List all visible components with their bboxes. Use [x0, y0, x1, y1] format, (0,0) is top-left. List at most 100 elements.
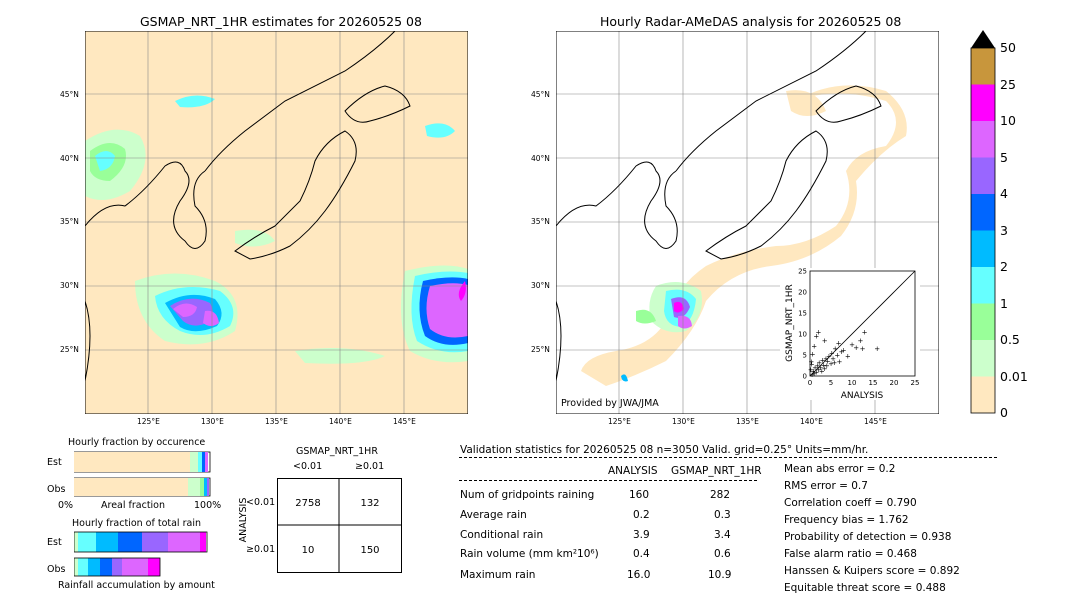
left-lon-tick: 130°E: [201, 417, 224, 426]
stat-analysis: 0.4: [633, 548, 650, 560]
total-est-segment: [142, 532, 168, 552]
scatter-point: +: [823, 355, 829, 363]
occurrence-axis-left: 0%: [58, 500, 74, 511]
score-line: Hanssen & Kuipers score = 0.892: [784, 565, 960, 577]
contingency-col-lt: <0.01: [293, 461, 323, 472]
left-map-title: GSMAP_NRT_1HR estimates for 20260525 08: [140, 14, 422, 29]
right-lat-tick: 30°N: [531, 281, 550, 290]
total-bars: [74, 531, 208, 577]
scatter-point: +: [811, 342, 817, 350]
colorbar-cell: [971, 48, 995, 85]
contingency-row-lt: <0.01: [246, 497, 276, 508]
colorbar-label: 50: [1000, 40, 1016, 55]
scatter-point: +: [813, 333, 819, 341]
colorbar-cell: [971, 267, 995, 304]
score-line: Frequency bias = 1.762: [784, 514, 909, 526]
scatter-xtick: 5: [829, 379, 833, 387]
scatter-xtick: 25: [911, 379, 920, 387]
right-lat-tick: 45°N: [531, 90, 550, 99]
right-lon-tick: 130°E: [672, 417, 695, 426]
left-lon-tick: 145°E: [393, 417, 416, 426]
occurrence-obs-segment: [74, 478, 188, 496]
score-line: Mean abs error = 0.2: [784, 463, 896, 475]
left-lat-tick: 40°N: [60, 154, 79, 163]
validation-col-gsmap: GSMAP_NRT_1HR: [671, 465, 762, 477]
contingency-col-ge: ≥0.01: [355, 461, 385, 472]
total-obs-segment: [112, 558, 122, 576]
stat-label: Rain volume (mm km²10⁶): [460, 548, 599, 560]
scatter-inset: ++++++++++++++++++++++++++++++++++++++++…: [780, 268, 920, 400]
validation-subdivider: [459, 480, 757, 481]
total-obs-segment: [148, 558, 160, 576]
scatter-point: +: [810, 367, 816, 375]
occurrence-bars: [74, 451, 211, 497]
colorbar-label: 5: [1000, 149, 1008, 165]
scatter-point: +: [826, 352, 832, 360]
scatter-point: +: [813, 368, 819, 376]
contingency-header: GSMAP_NRT_1HR: [296, 446, 378, 457]
scatter-ytick: 25: [798, 268, 807, 276]
left-lon-tick: 140°E: [329, 417, 352, 426]
scatter-point: +: [834, 352, 840, 360]
scatter-ytick: 20: [798, 289, 807, 297]
right-lat-tick: 35°N: [531, 217, 550, 226]
scatter-point: +: [808, 358, 814, 366]
total-obs-segment: [88, 558, 100, 576]
colorbar-extend-arrow: [971, 30, 995, 48]
scatter-point: +: [841, 346, 847, 354]
left-lat-tick: 25°N: [60, 345, 79, 354]
left-map-grid: [85, 31, 468, 414]
stat-gsmap: 282: [710, 489, 731, 501]
scatter-ytick: 10: [798, 331, 807, 339]
scatter-ytick: 5: [803, 352, 807, 360]
scatter-ylabel: GSMAP_NRT_1HR: [785, 284, 795, 362]
validation-col-analysis: ANALYSIS: [608, 465, 658, 477]
right-lat-tick: 25°N: [531, 345, 550, 354]
colorbar: [970, 30, 996, 414]
colorbar-label: 2: [1000, 259, 1008, 274]
contingency-side: ANALYSIS: [238, 498, 249, 543]
left-lat-tick: 45°N: [60, 90, 79, 99]
left-lon-tick: 135°E: [265, 417, 288, 426]
total-obs-segment: [78, 558, 88, 576]
colorbar-label: 3: [1000, 222, 1008, 238]
contingency-side-label: ANALYSIS: [238, 498, 249, 543]
left-map: [85, 31, 468, 414]
scatter-point: +: [810, 351, 816, 359]
stat-label: Average rain: [460, 509, 527, 521]
validation-divider: [459, 457, 997, 458]
score-line: RMS error = 0.7: [784, 480, 868, 492]
scatter-point: +: [812, 364, 818, 372]
score-line: Correlation coeff = 0.790: [784, 497, 917, 509]
right-map: [556, 31, 939, 414]
scatter-xtick: 0: [808, 379, 812, 387]
stat-analysis: 16.0: [627, 569, 651, 581]
total-est-segment: [78, 532, 96, 552]
scatter-xtick: 10: [848, 379, 857, 387]
scatter-xtick: 20: [890, 379, 899, 387]
occurrence-obs-label: Obs: [47, 484, 66, 495]
occurrence-obs-segment: [204, 478, 207, 496]
colorbar-label: 0.01: [1000, 368, 1028, 384]
stat-label: Maximum rain: [460, 569, 536, 581]
scatter-point: +: [860, 345, 866, 353]
colorbar-label: 0.5: [1000, 332, 1020, 347]
scatter-xlabel: ANALYSIS: [841, 391, 884, 400]
scatter-point: +: [809, 371, 815, 379]
validation-header: Validation statistics for 20260525 08 n=…: [460, 444, 869, 456]
scatter-point: +: [815, 362, 821, 370]
stat-analysis: 160: [629, 489, 650, 501]
colorbar-cell: [971, 303, 995, 340]
left-lat-tick: 30°N: [60, 281, 79, 290]
stat-gsmap: 10.9: [708, 569, 732, 581]
stat-gsmap: 3.4: [714, 529, 731, 541]
occurrence-est-segment: [190, 452, 198, 472]
right-map-coastline: [556, 31, 882, 382]
scatter-point: +: [822, 337, 828, 345]
stat-label: Conditional rain: [460, 529, 544, 541]
right-lon-tick: 145°E: [864, 417, 887, 426]
scatter-point: +: [809, 361, 815, 369]
right-lon-tick: 140°E: [800, 417, 823, 426]
score-line: Probability of detection = 0.938: [784, 531, 952, 543]
stat-analysis: 3.9: [633, 529, 650, 541]
